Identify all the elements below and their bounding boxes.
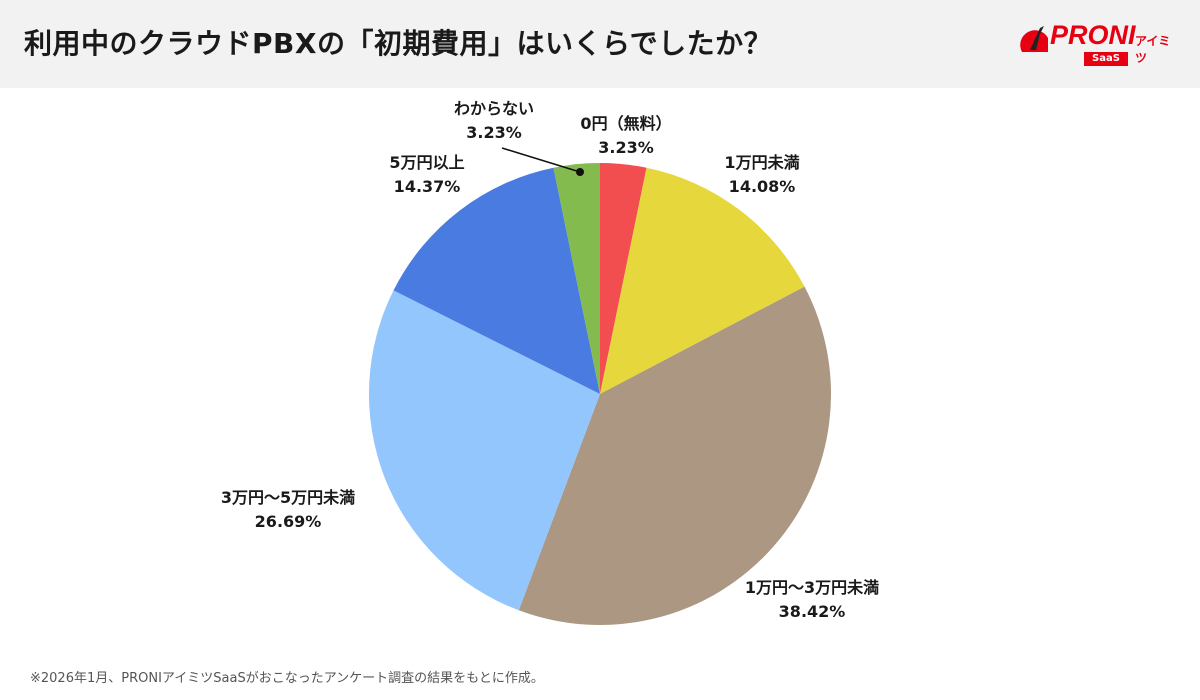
logo-badge: SaaS — [1084, 52, 1128, 66]
label-free: 0円（無料） 3.23% — [580, 114, 672, 157]
logo-brand: PRONI — [1050, 20, 1136, 50]
proni-logo: PRONI アイミツ SaaS — [1020, 18, 1180, 70]
leader-line — [501, 147, 581, 173]
pie-slice-3 — [369, 290, 600, 611]
label-30k-50k: 3万円〜5万円未満 26.69% — [220, 488, 356, 531]
page-title: 利用中のクラウドPBXの「初期費用」はいくらでしたか？ — [24, 27, 773, 60]
header: 利用中のクラウドPBXの「初期費用」はいくらでしたか？ PRONI アイミツ S… — [0, 0, 1200, 88]
pie-slice-4 — [393, 167, 600, 394]
label-10k-30k: 1万円〜3万円未満 38.42% — [744, 578, 880, 621]
pie-slice-1 — [600, 167, 805, 394]
pie-slice-2 — [518, 286, 831, 626]
penguin-logo-icon — [1020, 26, 1048, 52]
pie-slice-0 — [600, 163, 647, 394]
footer-note: ※2026年1月、PRONIアイミツSaaSがおこなったアンケート調査の結果をも… — [30, 671, 544, 686]
leader-dot — [576, 168, 584, 176]
logo-sub: アイミツ — [1135, 34, 1171, 65]
label-under-10k: 1万円未満 14.08% — [724, 153, 800, 196]
label-unknown: わからない 3.23% — [453, 99, 535, 142]
label-over-50k: 5万円以上 14.37% — [389, 153, 465, 196]
pie-slice-5 — [553, 163, 600, 394]
